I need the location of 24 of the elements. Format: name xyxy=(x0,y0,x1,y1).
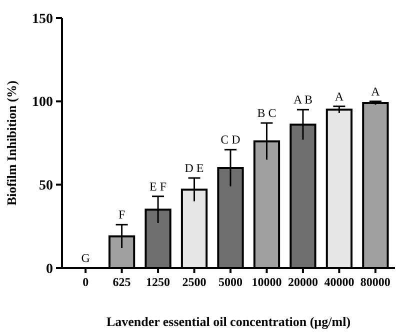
y-axis-title: Biofilm Inhibition (%) xyxy=(4,80,19,206)
annotation: A xyxy=(371,84,380,98)
annotation: D E xyxy=(184,161,204,175)
y-tick-label: 100 xyxy=(32,95,53,110)
x-tick-label: 80000 xyxy=(360,275,390,289)
annotation: C D xyxy=(220,132,241,147)
annotation: G xyxy=(81,251,90,265)
x-tick-label: 2500 xyxy=(182,275,206,289)
x-tick-label: 625 xyxy=(112,275,131,289)
x-tick-label: 40000 xyxy=(324,275,354,289)
x-tick-label: 10000 xyxy=(252,275,282,289)
y-tick-label: 150 xyxy=(32,12,53,27)
annotation: A xyxy=(334,89,344,104)
annotation: E F xyxy=(150,179,167,194)
x-tick-label: 1250 xyxy=(146,275,170,289)
x-tick-label: 20000 xyxy=(288,275,318,289)
x-tick-label: 0 xyxy=(82,275,89,289)
annotation: A B xyxy=(293,92,312,107)
annotation: B C xyxy=(257,106,276,120)
y-tick-label: 50 xyxy=(39,178,53,194)
y-tick-label: 0 xyxy=(46,262,53,277)
x-axis-title: Lavender essential oil concentration (µg/ml) xyxy=(106,314,351,329)
annotation: F xyxy=(118,208,126,222)
x-tick-label: 5000 xyxy=(218,275,242,289)
